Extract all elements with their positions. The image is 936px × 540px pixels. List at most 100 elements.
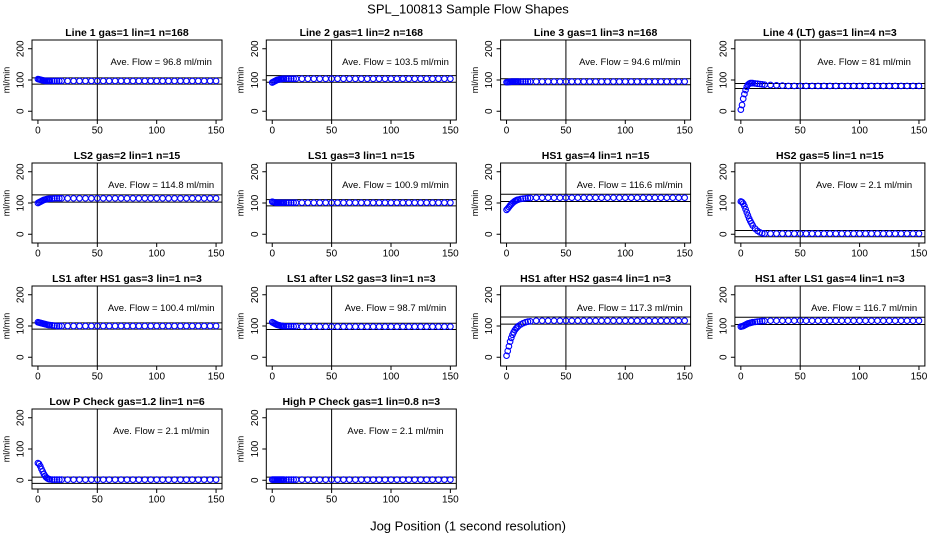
data-point (46, 195, 54, 202)
data-point (856, 230, 863, 237)
data-point (280, 322, 288, 330)
data-point (206, 77, 214, 85)
data-point (586, 78, 594, 85)
data-point (194, 476, 202, 483)
x-tick-label: 0 (269, 249, 275, 260)
data-point (82, 322, 89, 330)
x-tick-label: 100 (617, 372, 634, 383)
data-point (387, 476, 395, 483)
data-point (519, 195, 527, 202)
data-point (743, 209, 751, 216)
panel-title: HS1 after LS1 gas=4 lin=1 n=3 (755, 273, 905, 285)
data-point (604, 194, 611, 202)
data-point (51, 476, 58, 483)
data-point (159, 194, 166, 202)
y-axis-label: ml/min (470, 67, 480, 94)
x-tick-label: 0 (269, 495, 275, 506)
data-point (280, 199, 288, 207)
y-tick-label: 100 (250, 440, 261, 457)
data-point (862, 230, 869, 237)
panel: Line 4 (LT) gas=1 lin=4 n=3 0 50 100 150 0 100… (704, 27, 927, 137)
data-point (663, 78, 671, 85)
data-point (171, 476, 178, 483)
data-point (298, 476, 306, 483)
x-tick-label: 50 (326, 249, 338, 260)
data-point (171, 194, 178, 202)
data-point (357, 476, 365, 483)
data-point (675, 78, 683, 85)
data-point (627, 78, 635, 85)
y-tick-label: 0 (719, 231, 730, 237)
y-tick-label: 100 (250, 71, 261, 88)
data-point (773, 317, 780, 325)
data-point (304, 323, 312, 330)
y-tick-label: 100 (484, 194, 495, 211)
data-point (742, 86, 749, 94)
data-point (183, 77, 190, 85)
data-point (135, 476, 143, 483)
data-point (194, 194, 202, 202)
data-point (838, 82, 846, 90)
x-tick-label: 0 (504, 372, 510, 383)
data-point (423, 75, 430, 83)
data-point (141, 194, 149, 202)
data-point (862, 82, 869, 90)
y-tick-label: 100 (484, 71, 495, 88)
data-point (88, 77, 95, 85)
data-point (423, 199, 430, 207)
y-tick-label: 0 (250, 354, 261, 360)
data-point (369, 323, 377, 330)
data-point (177, 194, 184, 202)
data-point (604, 78, 611, 85)
data-point (524, 194, 532, 202)
data-point (435, 199, 442, 207)
data-point (820, 230, 828, 237)
x-tick-label: 150 (442, 249, 459, 260)
data-point (675, 194, 683, 202)
data-point (153, 194, 161, 202)
data-point (287, 322, 295, 330)
annotation: Ave. Flow = 2.1 ml/min (816, 180, 912, 191)
data-point (681, 78, 689, 85)
data-point (758, 317, 766, 325)
data-point (586, 317, 594, 325)
data-point (298, 323, 306, 330)
data-point (767, 317, 774, 325)
data-point (758, 229, 766, 237)
plot-frame (734, 39, 926, 121)
data-point (105, 476, 113, 483)
data-point (574, 194, 582, 202)
data-point (538, 78, 546, 85)
x-tick-label: 50 (560, 249, 572, 260)
data-point (287, 75, 295, 83)
data-point (814, 82, 822, 90)
y-tick-label: 200 (250, 286, 261, 303)
data-point (322, 323, 330, 330)
x-tick-label: 50 (795, 126, 807, 137)
data-point (322, 199, 330, 207)
panel-title: Line 4 (LT) gas=1 lin=4 n=3 (763, 27, 897, 39)
data-point (304, 75, 312, 83)
data-point (790, 82, 798, 90)
data-point (742, 205, 749, 213)
x-tick-label: 100 (148, 126, 165, 137)
data-point (784, 82, 792, 90)
x-tick-label: 0 (35, 249, 41, 260)
data-point (850, 82, 858, 90)
data-point (856, 317, 863, 325)
data-point (556, 317, 564, 325)
data-point (909, 317, 917, 325)
annotation: Ave. Flow = 2.1 ml/min (113, 426, 209, 437)
data-point (909, 230, 917, 237)
data-point (844, 317, 852, 325)
data-point (885, 230, 893, 237)
data-point (123, 476, 131, 483)
panel-title: LS2 gas=2 lin=1 n=15 (74, 150, 181, 162)
data-point (381, 75, 389, 83)
data-point (411, 323, 419, 330)
y-tick-label: 100 (719, 71, 730, 88)
data-point (346, 75, 353, 83)
data-point (46, 321, 54, 329)
y-axis-label: ml/min (704, 190, 714, 217)
